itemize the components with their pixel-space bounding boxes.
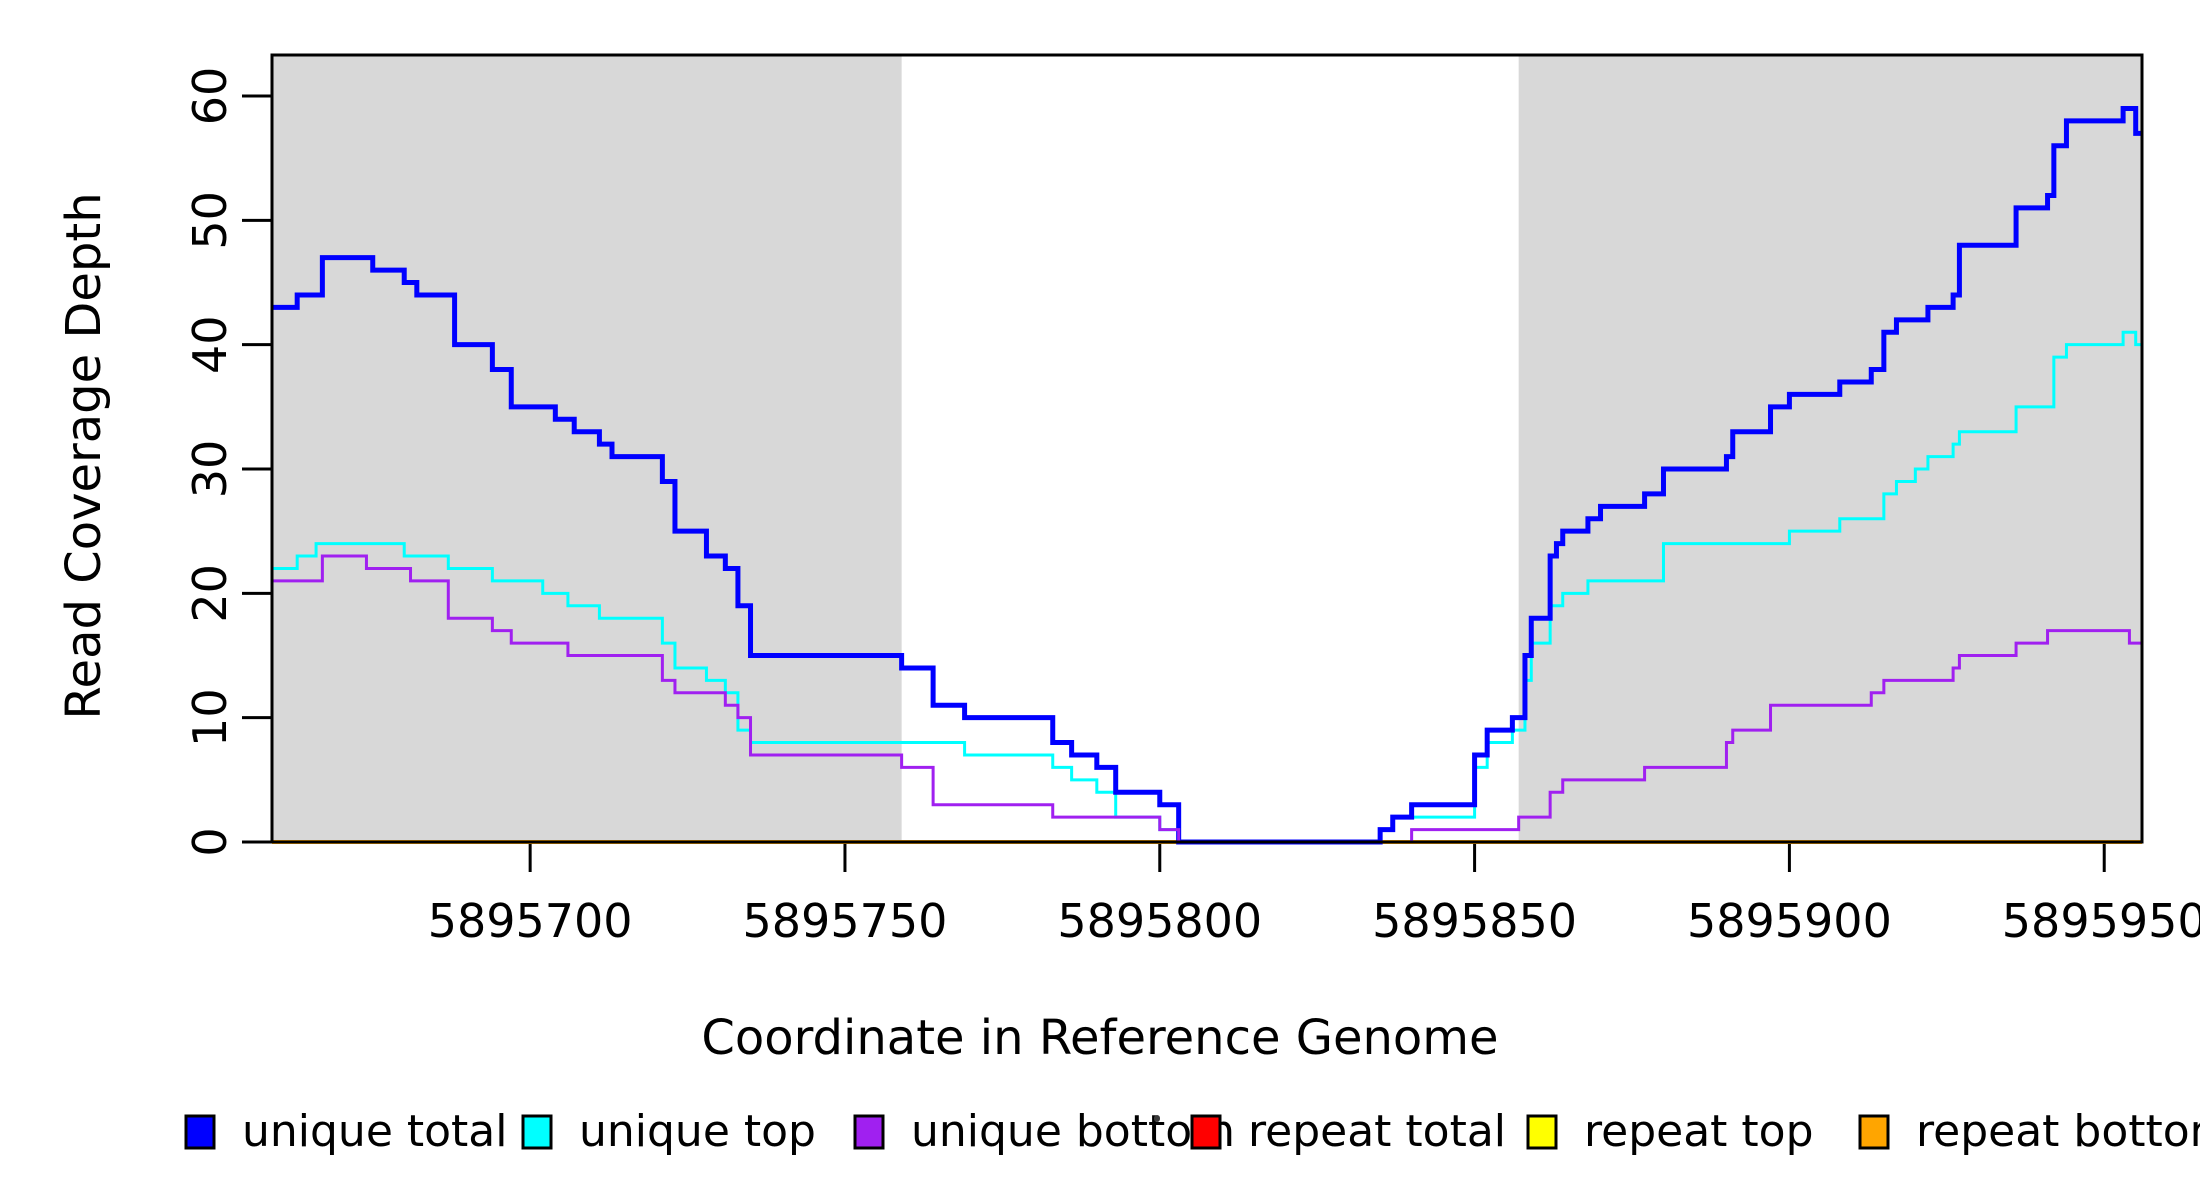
y-tick-label: 50 — [183, 191, 237, 250]
y-tick-label: 20 — [183, 564, 237, 623]
y-tick-label: 10 — [183, 688, 237, 747]
legend-item-unique-bottom: unique bottom — [851, 1106, 1235, 1157]
legend-swatch-unique-total — [184, 1114, 216, 1149]
legend-swatch-unique-top — [521, 1114, 553, 1149]
legend-label-unique-top: unique top — [579, 1106, 816, 1157]
x-tick-label: 5895750 — [743, 894, 948, 948]
legend-swatch-repeat-top — [1526, 1114, 1558, 1149]
legend-item-repeat-total: repeat total — [1188, 1106, 1506, 1157]
x-axis-title: Coordinate in Reference Genome — [701, 1010, 1499, 1066]
legend-item-repeat-bottom: repeat bottom — [1856, 1106, 2200, 1157]
legend-label-repeat-total: repeat total — [1248, 1106, 1507, 1157]
stray-dot-artifact — [1154, 1115, 1160, 1122]
legend-swatch-rect — [1190, 1114, 1222, 1149]
legend-label-repeat-top: repeat top — [1584, 1106, 1814, 1157]
series-line-unique-bottom — [272, 554, 2142, 844]
plot-border — [270, 53, 2144, 844]
legend-label-unique-total: unique total — [242, 1106, 508, 1157]
y-tick-label: 0 — [183, 827, 237, 856]
y-tick-label: 40 — [183, 315, 237, 374]
shaded-region-0 — [272, 55, 902, 842]
series-line-unique-total — [272, 105, 2142, 845]
legend-swatch-rect — [853, 1114, 885, 1149]
legend-item-unique-top: unique top — [519, 1106, 816, 1157]
legend-swatch-unique-bottom — [853, 1114, 885, 1149]
x-tick-label: 5895800 — [1057, 894, 1262, 948]
legend-label-repeat-bottom: repeat bottom — [1916, 1106, 2200, 1157]
legend-swatch-rect — [184, 1114, 216, 1149]
legend-label-unique-bottom: unique bottom — [911, 1106, 1236, 1157]
legend-swatch-repeat-bottom — [1858, 1114, 1890, 1149]
legend-swatch-rect — [521, 1114, 553, 1149]
y-axis-title: Read Coverage Depth — [56, 192, 112, 720]
legend-item-unique-total: unique total — [182, 1106, 507, 1157]
y-tick-label: 30 — [183, 440, 237, 499]
legend-item-repeat-top: repeat top — [1524, 1106, 1814, 1157]
x-tick-label: 5895700 — [428, 894, 633, 948]
legend-swatch-rect — [1858, 1114, 1890, 1149]
x-tick-label: 5895850 — [1372, 894, 1577, 948]
x-tick-label: 5895950 — [2002, 894, 2200, 948]
legend-swatch-repeat-total — [1190, 1114, 1222, 1149]
shaded-region-1 — [1518, 55, 2142, 842]
x-tick-label: 5895900 — [1687, 894, 1892, 948]
y-tick-label: 60 — [183, 67, 237, 126]
legend-swatch-rect — [1526, 1114, 1558, 1149]
